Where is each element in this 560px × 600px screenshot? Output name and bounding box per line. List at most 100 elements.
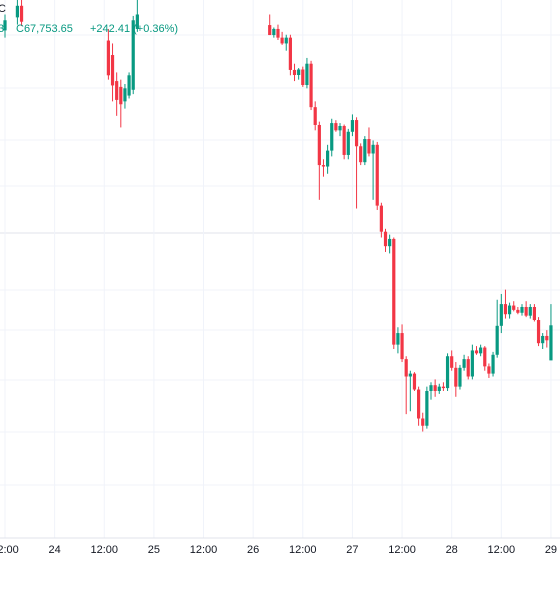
candle-body [326,150,330,167]
candle-body [19,5,24,22]
candle-body [536,320,541,344]
candle-body [338,125,342,131]
candle-body [491,354,495,374]
candle-body [549,325,553,361]
candle-body [350,120,355,132]
candle-body [123,88,127,102]
candle-body [532,306,537,321]
candle-body [375,144,379,206]
candle-body [433,385,437,391]
candle-body [454,367,458,387]
candle-body [305,63,309,86]
candle-body [499,304,503,326]
candle-body [462,359,466,368]
chart-title: C [0,3,6,15]
candle-body [367,139,371,154]
candles [3,0,553,432]
candle-body [396,333,400,345]
candle-body [292,69,297,76]
candle-body [545,335,549,341]
candle-body [354,120,359,147]
candle-body [503,304,508,315]
candle-body [127,75,131,96]
candle-body [334,123,338,131]
candle-body [110,55,115,86]
header-close: C67,753.65 [16,23,73,35]
candle-body [524,306,528,316]
candle-body [321,165,326,167]
candle-body [520,306,524,313]
candle-body [297,69,301,76]
x-axis: 12:00 24 12:00 25 12:00 26 12:00 27 12:00 28 12:00… [0,544,557,556]
candle-body [512,305,516,310]
candle-body [421,418,425,426]
x-tick-label: 12:00 [0,544,19,556]
candle-body [429,385,433,391]
candle-body [135,14,139,29]
x-tick-label: 26 [247,544,259,556]
candle-body [466,359,470,377]
candle-body [330,123,334,151]
candle-body [487,366,491,374]
x-tick-label: 29 [545,544,557,556]
candle-body [280,37,284,44]
candle-body [379,205,383,232]
candle-body [346,131,350,155]
candle-body [474,350,479,354]
candle-body [458,367,462,387]
candle-body [359,146,363,163]
candle-body [119,86,123,105]
candle-body [417,389,421,419]
candle-body [425,390,429,426]
x-tick-label: 25 [148,544,160,556]
candle-body [408,373,412,377]
candle-body [412,373,417,390]
candle-body [272,28,276,36]
candle-body [383,231,388,247]
grid [0,34,560,486]
x-tick-label: 12:00 [289,544,317,556]
candle-body [15,5,20,18]
candle-body [400,333,404,360]
candle-body [3,20,7,31]
candle-body [363,139,367,163]
candle-body [309,63,313,108]
candle-body [495,325,499,355]
candle-body [115,81,119,100]
x-tick-label: 27 [346,544,358,556]
candle-body [301,69,305,86]
x-tick-label: 12:00 [90,544,118,556]
candle-body [284,37,288,44]
candle-body [450,356,454,368]
candle-body [541,335,545,344]
x-tick-label: 28 [446,544,458,556]
x-tick-label: 12:00 [190,544,218,556]
candle-body [483,347,487,367]
candle-body [404,359,408,377]
x-tick-label: 12:00 [488,544,516,556]
candle-body [392,238,396,345]
candle-body [470,350,474,377]
candle-body [276,28,280,38]
candle-body [388,238,392,247]
candle-body [313,107,317,125]
candle-body [106,40,110,76]
candle-body [507,305,512,315]
candle-body [317,124,321,166]
candle-body [371,144,375,154]
candle-body [437,386,441,391]
candle-body [479,347,483,354]
candle-body [441,386,446,389]
x-tick-label: 12:00 [388,544,416,556]
candle-body [131,20,135,90]
vertical-grid [4,0,552,538]
header-open: 3 [0,23,4,35]
candle-body [342,125,346,155]
candle-body [268,25,272,36]
x-tick-label: 24 [49,544,61,556]
header-change: +242.41 (+0.36%) [90,23,178,35]
candle-body [445,356,450,389]
candle-body [288,37,292,70]
candle-body [528,306,532,316]
